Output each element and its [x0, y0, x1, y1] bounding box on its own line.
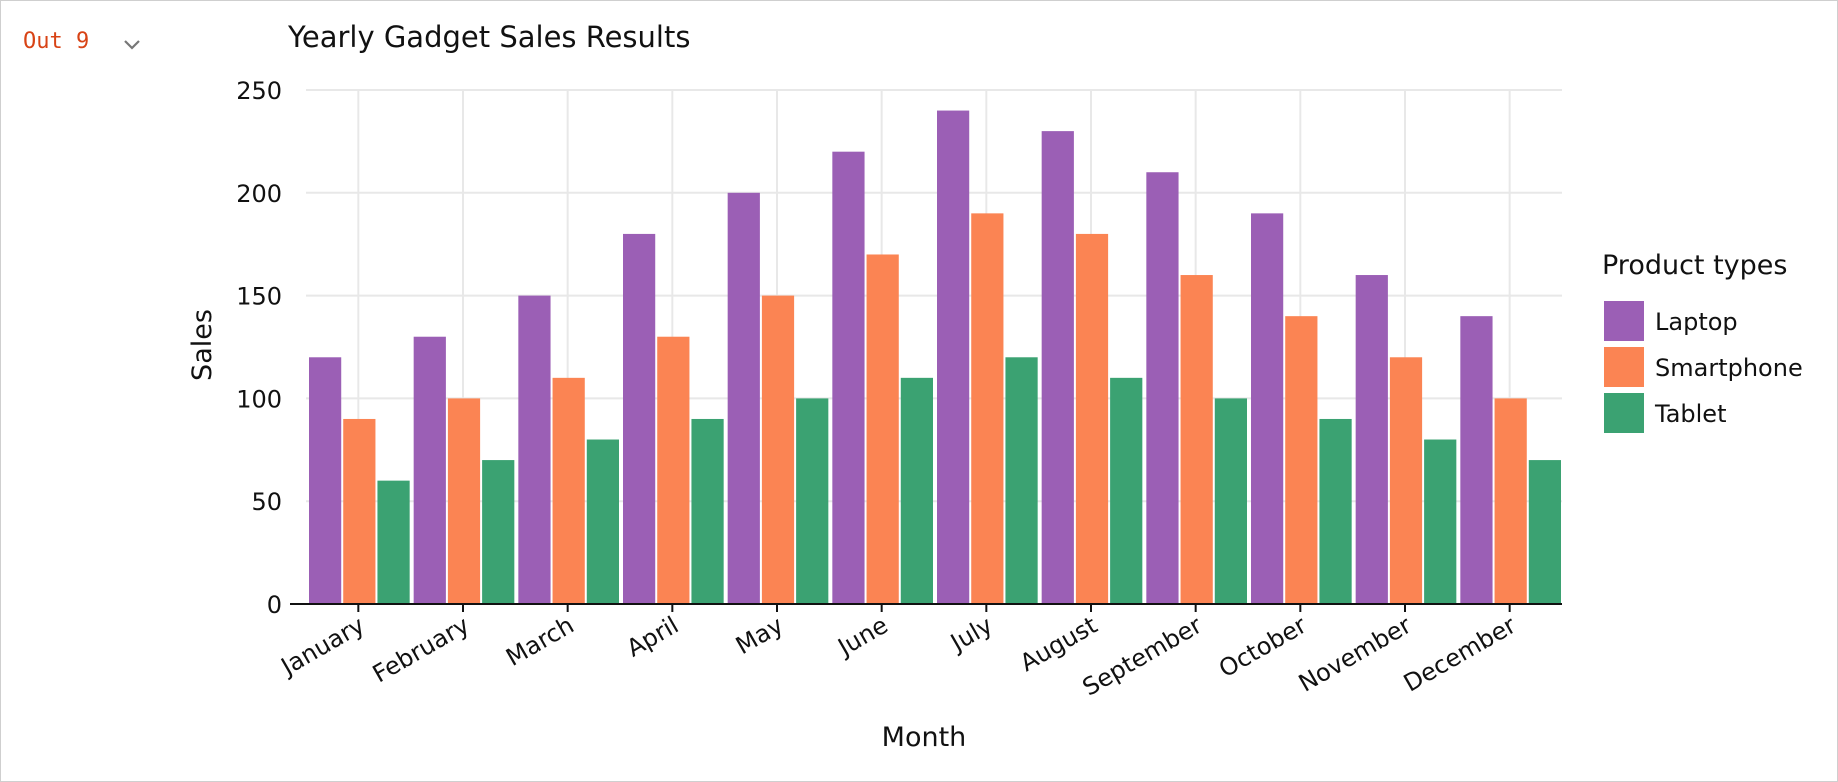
output-prompt-label: Out 9: [23, 29, 90, 54]
bar-tablet-february[interactable]: [482, 460, 515, 604]
x-tick-label: December: [1399, 611, 1521, 698]
legend-title: Product types: [1602, 250, 1787, 281]
bar-tablet-october[interactable]: [1319, 418, 1352, 604]
y-tick-label: 50: [251, 488, 282, 516]
bar-smartphone-september[interactable]: [1180, 275, 1213, 604]
y-tick-label: 100: [236, 385, 282, 413]
legend-label-smartphone: Smartphone: [1655, 354, 1803, 382]
bar-laptop-december[interactable]: [1460, 316, 1493, 604]
x-tick-label: July: [944, 611, 997, 658]
bar-tablet-january[interactable]: [377, 480, 410, 604]
bar-laptop-february[interactable]: [413, 336, 446, 604]
bar-laptop-september[interactable]: [1146, 172, 1179, 605]
chart-title: Yearly Gadget Sales Results: [287, 20, 690, 54]
bar-smartphone-june[interactable]: [866, 254, 899, 605]
bar-smartphone-may[interactable]: [761, 295, 795, 604]
x-tick-label: January: [275, 611, 370, 682]
x-tick-label: June: [832, 611, 893, 662]
bar-tablet-november[interactable]: [1424, 439, 1457, 604]
bar-smartphone-april[interactable]: [657, 336, 690, 604]
bar-tablet-march[interactable]: [586, 439, 619, 604]
x-tick-label: September: [1078, 611, 1207, 702]
bar-tablet-august[interactable]: [1110, 377, 1143, 604]
bar-laptop-november[interactable]: [1355, 275, 1388, 604]
bar-smartphone-october[interactable]: [1285, 316, 1318, 604]
bar-tablet-april[interactable]: [691, 418, 724, 604]
bar-smartphone-december[interactable]: [1494, 398, 1527, 604]
bar-tablet-september[interactable]: [1214, 398, 1247, 604]
bar-laptop-january[interactable]: [309, 357, 342, 604]
y-tick-label: 200: [236, 180, 282, 208]
bar-laptop-april[interactable]: [623, 233, 656, 605]
legend-label-tablet: Tablet: [1654, 400, 1726, 428]
bars: [309, 110, 1561, 605]
x-tick-label: April: [622, 611, 684, 663]
y-tick-label: 0: [267, 591, 282, 619]
legend-label-laptop: Laptop: [1655, 308, 1738, 336]
x-axis-label: Month: [882, 722, 967, 753]
bar-smartphone-july[interactable]: [971, 213, 1004, 605]
bar-tablet-july[interactable]: [1005, 357, 1038, 604]
bar-laptop-august[interactable]: [1041, 131, 1074, 604]
legend-swatch-smartphone[interactable]: [1604, 347, 1644, 387]
chevron-down-icon[interactable]: [121, 37, 143, 53]
bar-laptop-may[interactable]: [727, 192, 760, 605]
bar-smartphone-january[interactable]: [343, 418, 376, 604]
y-tick-label: 250: [236, 77, 282, 105]
legend-swatch-tablet[interactable]: [1604, 393, 1644, 433]
legend: Product types Laptop Smartphone Tablet: [1602, 250, 1803, 433]
bar-smartphone-august[interactable]: [1075, 233, 1109, 605]
bar-smartphone-november[interactable]: [1389, 357, 1423, 604]
y-axis-label: Sales: [187, 309, 218, 381]
x-tick-label: November: [1294, 611, 1416, 698]
bar-laptop-march[interactable]: [518, 295, 551, 604]
bar-tablet-june[interactable]: [900, 377, 933, 604]
bar-smartphone-february[interactable]: [447, 398, 481, 604]
bar-laptop-july[interactable]: [937, 110, 970, 604]
bar-tablet-december[interactable]: [1528, 460, 1561, 604]
x-tick-label: May: [731, 611, 788, 660]
bar-tablet-may[interactable]: [796, 398, 829, 604]
x-tick-label: March: [501, 611, 578, 672]
bar-laptop-june[interactable]: [832, 151, 865, 604]
bar-smartphone-march[interactable]: [552, 377, 585, 604]
x-tick-label: August: [1015, 611, 1102, 677]
y-tick-label: 150: [236, 283, 282, 311]
legend-swatch-laptop[interactable]: [1604, 301, 1644, 341]
x-tick-label: February: [368, 611, 474, 688]
bar-laptop-october[interactable]: [1251, 213, 1284, 605]
